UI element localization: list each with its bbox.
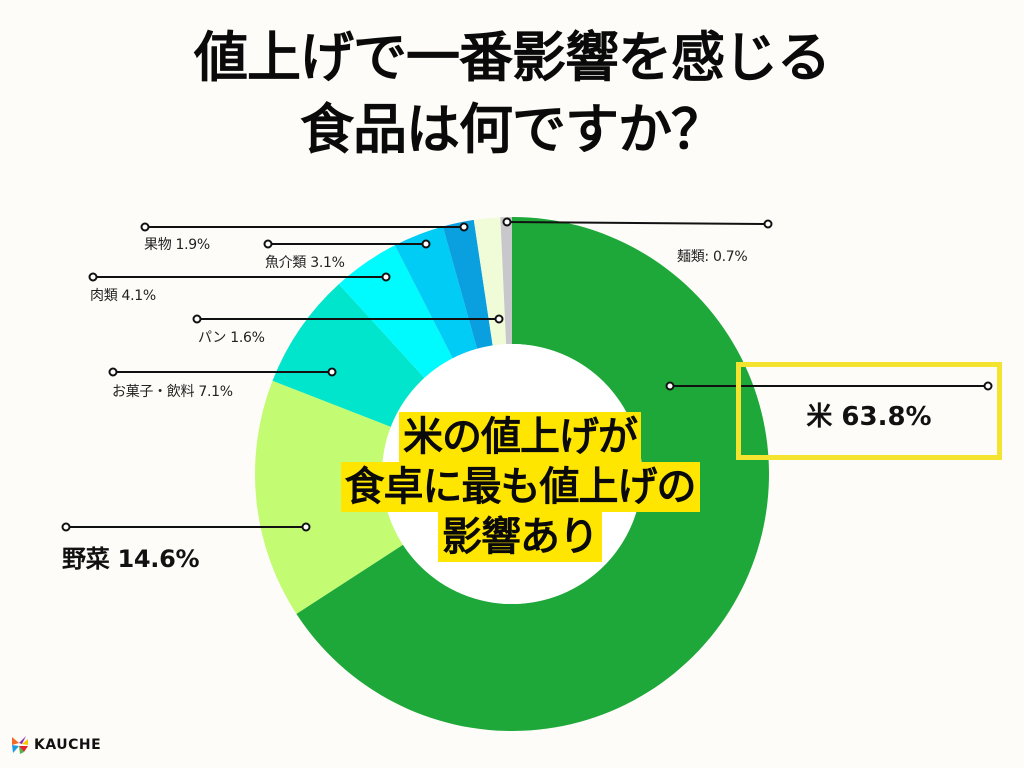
kauche-logo-icon: [12, 736, 28, 754]
label-vegetables: 野菜 14.6%: [62, 545, 200, 573]
leader-line-noodles: [506, 221, 769, 225]
slice-果物: [442, 219, 493, 349]
label-rice: 米 63.8%: [806, 402, 932, 432]
slice-米: [296, 217, 769, 731]
leader-dot-icon: [88, 272, 98, 282]
leader-dot-icon: [301, 522, 311, 532]
center-callout: 米の値上げが 食卓に最も値上げの 影響あり: [300, 412, 740, 562]
slice-魚介類: [394, 226, 478, 359]
chart-title-line2: 食品は何ですか？: [300, 98, 725, 161]
brand-logo: KAUCHE: [10, 735, 101, 755]
leader-dot-icon: [502, 217, 512, 227]
donut-slices: [255, 217, 769, 731]
leader-dot-icon: [192, 314, 202, 324]
slice-肉類: [338, 245, 453, 378]
label-seafood: 魚介類 3.1%: [265, 255, 345, 271]
leader-dot-icon: [763, 219, 773, 229]
leader-dot-icon: [665, 381, 675, 391]
label-fruit: 果物 1.9%: [144, 237, 210, 253]
callout-line2: 食卓に最も値上げの: [340, 462, 700, 512]
chart-title: 値上げで一番影響を感じる 食品は何ですか？: [0, 22, 1024, 166]
label-snacks: お菓子・飲料 7.1%: [112, 384, 233, 400]
callout-line1: 米の値上げが: [399, 412, 641, 462]
leader-dot-icon: [494, 314, 504, 324]
leader-dot-icon: [983, 381, 993, 391]
leader-dot-icon: [381, 272, 391, 282]
label-noodles: 麺類: 0.7%: [677, 249, 748, 265]
leader-dot-icon: [263, 239, 273, 249]
label-bread: パン 1.6%: [198, 330, 265, 346]
leader-dot-icon: [61, 522, 71, 532]
leader-dot-icon: [459, 222, 469, 232]
slice-野菜: [255, 380, 403, 614]
leader-dot-icon: [108, 367, 118, 377]
slice-パン: [473, 217, 507, 346]
leader-dot-icon: [421, 239, 431, 249]
leader-dot-icon: [327, 367, 337, 377]
rice-highlight-box: [736, 362, 1002, 460]
leader-lines: [61, 217, 993, 532]
brand-name: KAUCHE: [34, 737, 102, 753]
slice-麺類: [500, 217, 512, 345]
callout-line3: 影響あり: [438, 512, 602, 562]
chart-title-line1: 値上げで一番影響を感じる: [194, 26, 831, 89]
leader-dot-icon: [140, 222, 150, 232]
label-meat: 肉類 4.1%: [90, 288, 156, 304]
